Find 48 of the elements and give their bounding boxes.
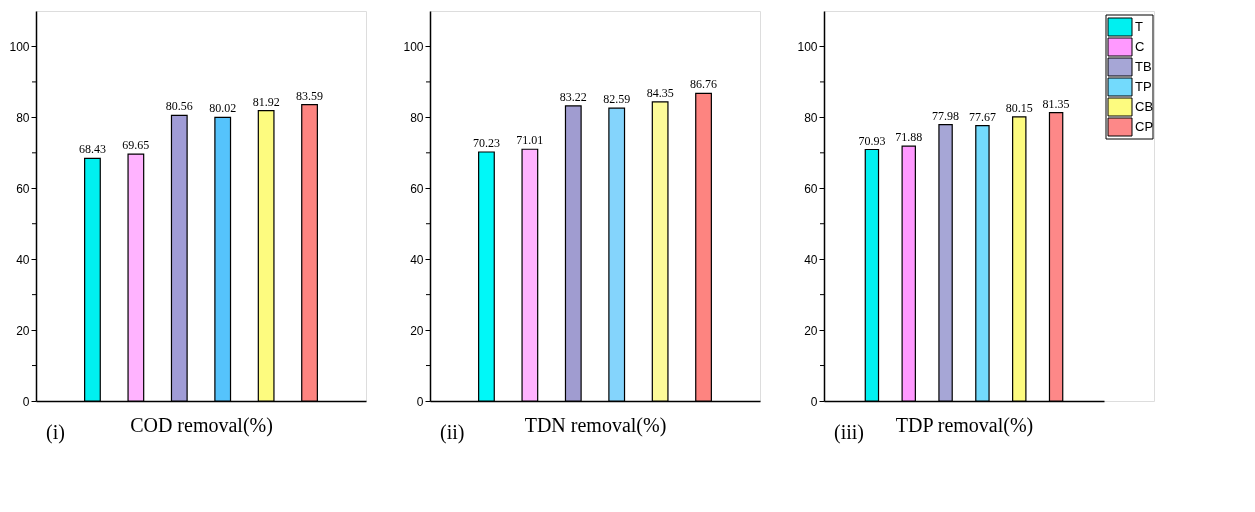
y-tick-label: 60 <box>16 181 30 196</box>
y-tick-label: 20 <box>16 323 30 338</box>
y-tick-label: 20 <box>410 323 424 338</box>
data-label: 80.02 <box>209 101 237 116</box>
y-tick-label: 80 <box>16 110 30 125</box>
data-label: 80.56 <box>165 99 193 114</box>
y-tick-label: 100 <box>9 39 30 54</box>
legend-label: CP <box>1135 119 1154 134</box>
y-tick-label: 0 <box>810 394 818 409</box>
legend-label: CB <box>1135 99 1154 114</box>
data-label: 68.43 <box>78 142 106 157</box>
data-label: 81.92 <box>252 94 280 109</box>
y-tick-label: 80 <box>410 110 424 125</box>
data-label: 70.93 <box>858 133 886 148</box>
data-label: 71.88 <box>895 130 923 145</box>
data-label: 77.67 <box>968 109 996 124</box>
x-axis-title: COD removal(%) <box>130 413 273 437</box>
data-label: 81.35 <box>1042 96 1070 111</box>
x-axis-title: TDN removal(%) <box>524 413 667 437</box>
data-label: 84.35 <box>646 85 674 100</box>
y-tick-label: 100 <box>797 39 818 54</box>
y-tick-label: 0 <box>416 394 424 409</box>
data-label: 80.15 <box>1005 100 1033 115</box>
data-label: 83.22 <box>559 89 587 104</box>
y-tick-label: 80 <box>804 110 818 125</box>
data-label: 70.23 <box>472 136 500 150</box>
legend-label: T <box>1135 19 1143 34</box>
y-tick-label: 100 <box>403 39 424 54</box>
legend-label: TP <box>1135 79 1152 94</box>
legend-label: TB <box>1135 59 1152 74</box>
data-label: 77.98 <box>932 108 960 123</box>
data-label: 69.65 <box>122 138 150 153</box>
x-axis-title: TDP removal(%) <box>895 413 1034 437</box>
y-tick-label: 20 <box>804 323 818 338</box>
data-label: 86.76 <box>690 77 718 92</box>
text: (iii) <box>834 421 864 444</box>
y-tick-label: 0 <box>22 394 30 409</box>
data-label: 82.59 <box>603 92 631 107</box>
y-tick-label: 60 <box>804 181 818 196</box>
y-tick-label: 40 <box>410 252 424 267</box>
y-tick-label: 40 <box>804 252 818 267</box>
legend-label: C <box>1135 39 1145 54</box>
y-tick-label: 40 <box>16 252 30 267</box>
text: (i) <box>46 421 65 444</box>
data-label: 83.59 <box>296 88 324 103</box>
data-label: 71.01 <box>516 133 544 148</box>
y-tick-label: 60 <box>410 181 424 196</box>
text: (ii) <box>440 421 465 444</box>
